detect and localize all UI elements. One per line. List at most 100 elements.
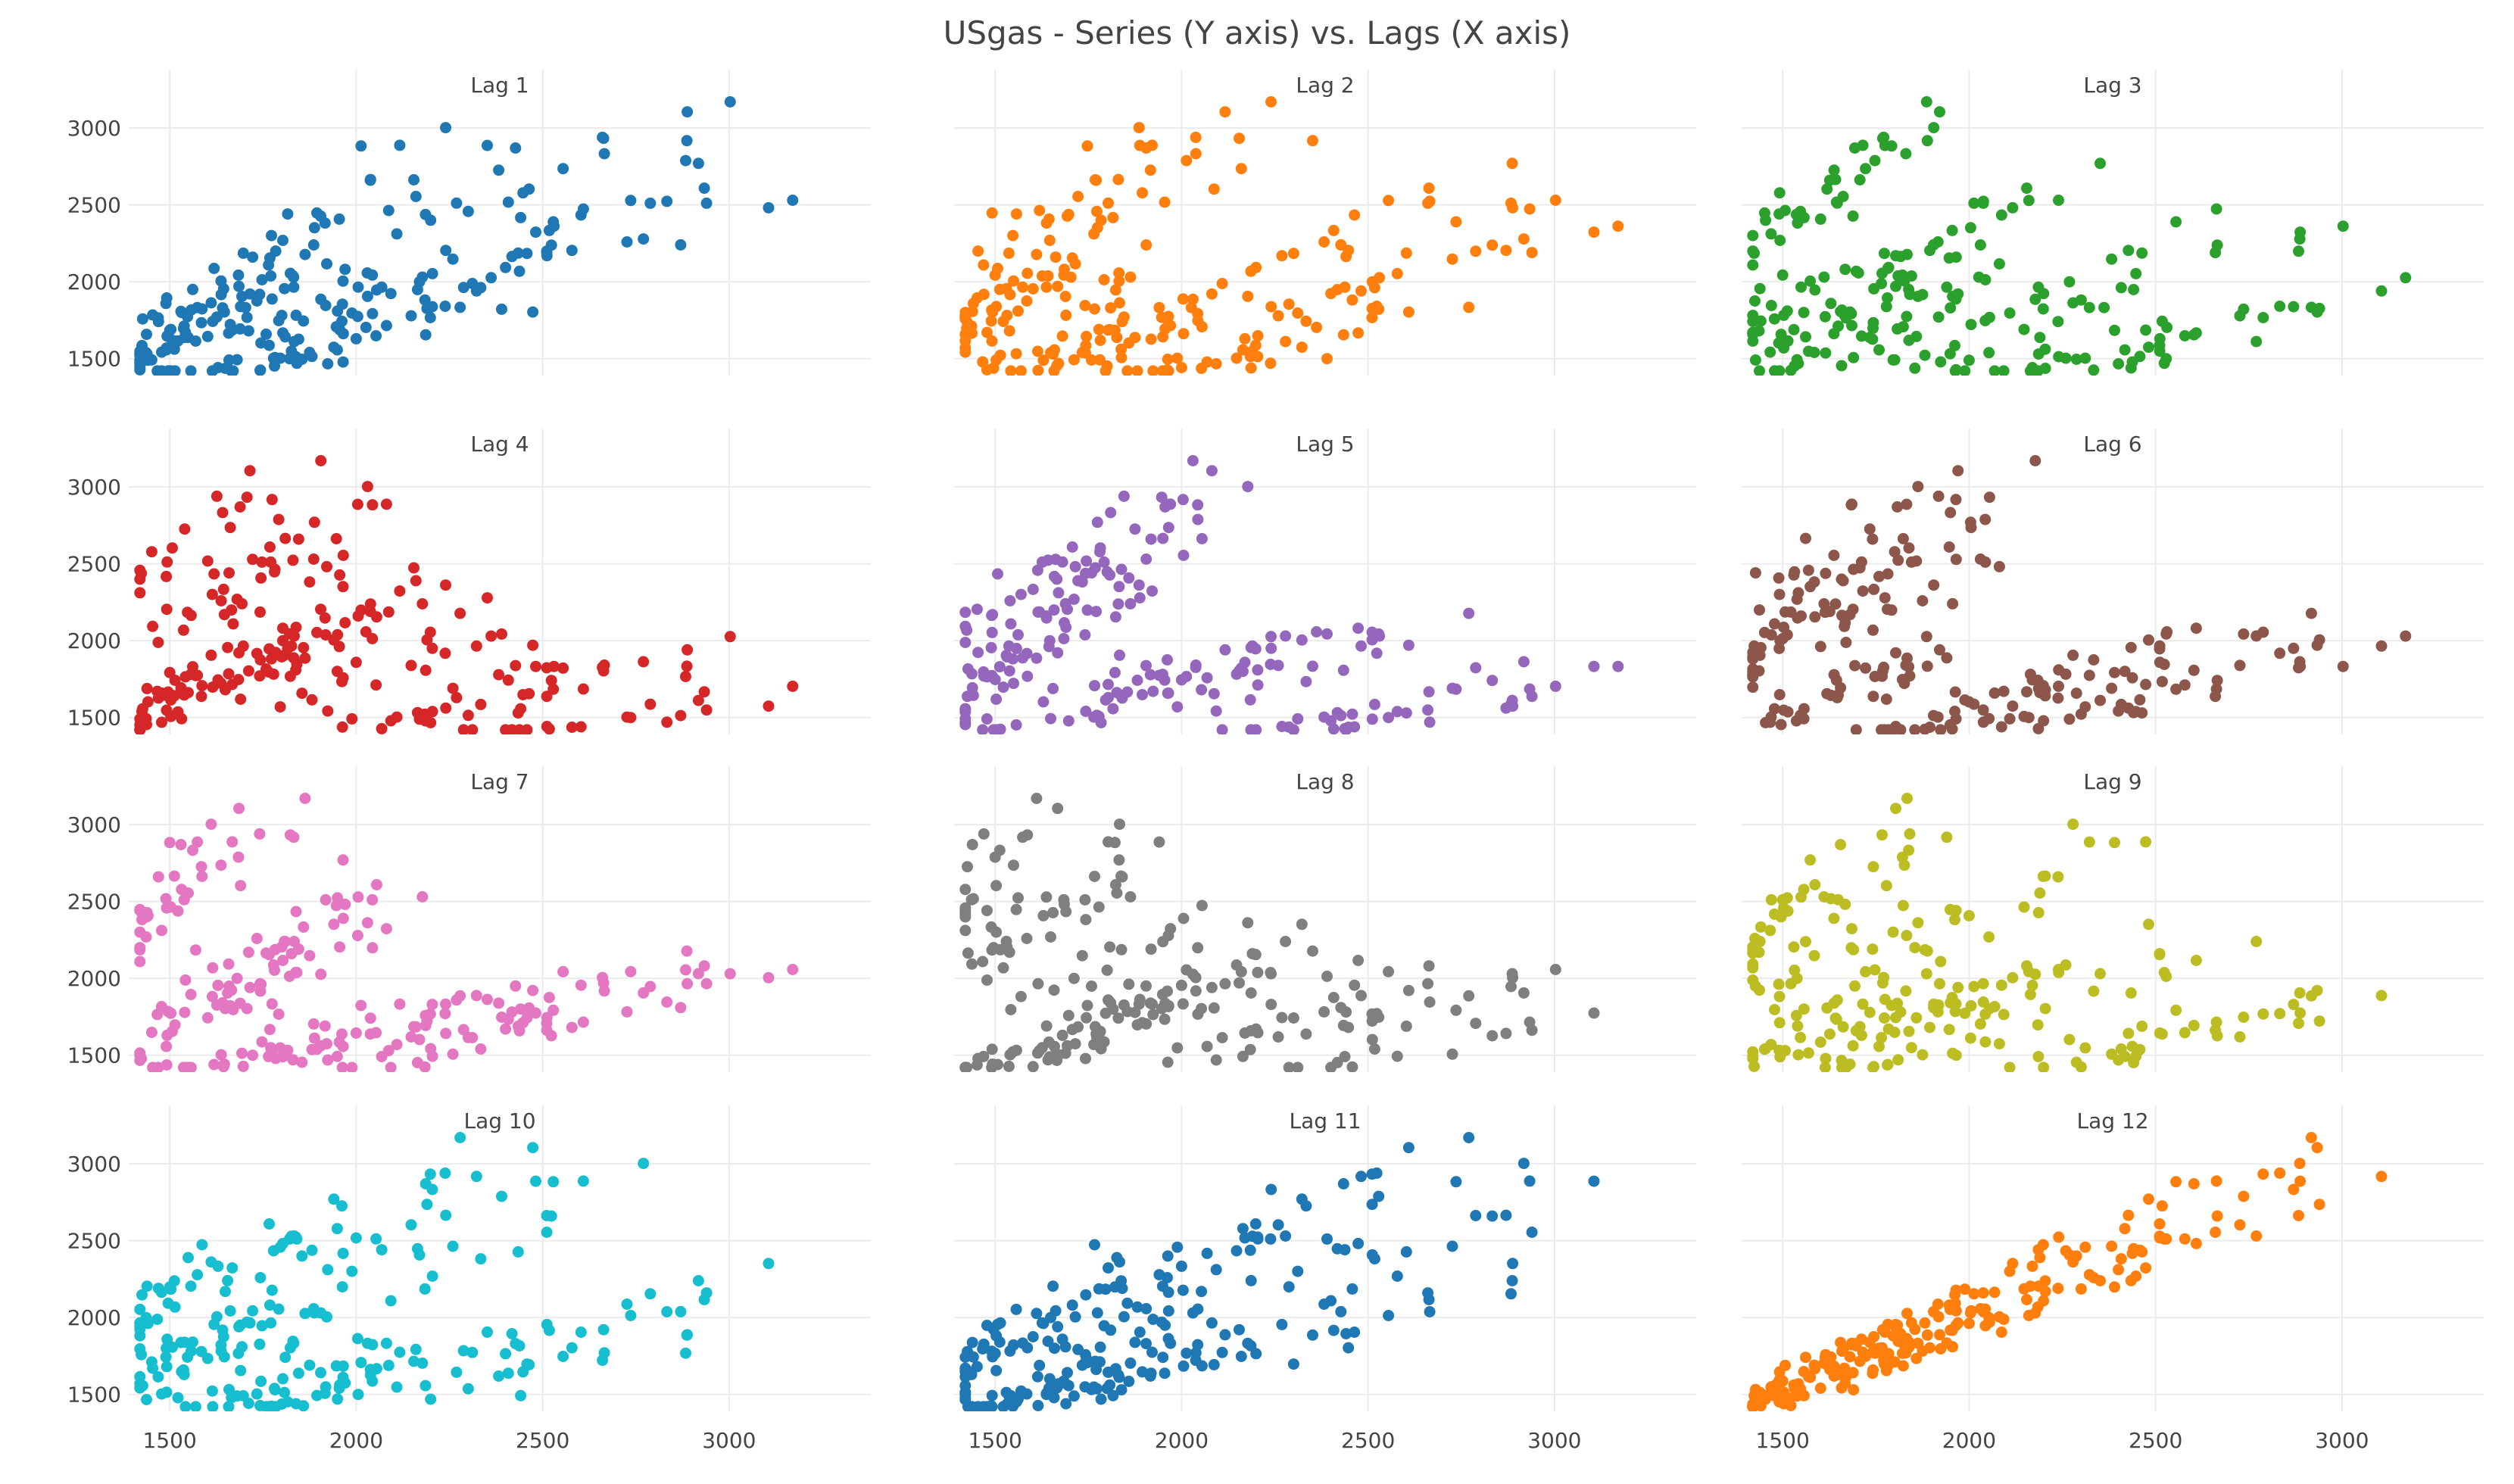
data-point (147, 620, 159, 632)
data-point (299, 652, 311, 664)
data-point (394, 139, 406, 151)
data-point (1450, 1004, 1462, 1016)
data-point (416, 598, 429, 610)
data-point (1003, 247, 1015, 259)
x-tick-label: 2500 (1341, 1428, 1395, 1453)
data-point (236, 597, 248, 610)
data-point (2238, 628, 2250, 640)
panel-title: Lag 12 (2076, 1108, 2148, 1133)
data-point (675, 238, 687, 251)
data-point (1402, 306, 1415, 318)
data-point (1280, 1230, 1292, 1242)
data-point (1153, 669, 1165, 681)
data-point (2143, 1193, 2154, 1205)
data-point (1758, 207, 1770, 219)
data-point (1318, 1005, 1330, 1018)
data-point (959, 884, 972, 896)
data-point (1059, 263, 1070, 276)
data-point (1010, 903, 1022, 915)
data-point (1089, 1239, 1100, 1251)
data-point (419, 294, 431, 306)
data-point (1747, 1046, 1759, 1058)
data-point (279, 532, 292, 544)
data-point (575, 721, 587, 733)
data-point (698, 182, 710, 194)
data-point (2038, 1062, 2050, 1072)
data-point (255, 1375, 267, 1387)
data-point (2106, 253, 2118, 265)
data-point (1964, 222, 1976, 234)
data-point (2305, 301, 2317, 313)
data-point (470, 640, 482, 652)
data-point (2257, 1168, 2269, 1180)
data-point (416, 891, 429, 903)
data-point (161, 603, 173, 616)
data-point (331, 1223, 343, 1235)
data-point (986, 944, 998, 956)
data-point (1118, 490, 1130, 502)
data-point (1814, 641, 1826, 653)
data-point (966, 305, 978, 317)
data-point (1242, 1337, 1254, 1349)
data-point (1311, 626, 1323, 638)
data-point (266, 998, 278, 1010)
data-point (1068, 972, 1080, 984)
data-point (1234, 132, 1245, 145)
data-point (1979, 513, 1992, 525)
data-point (1904, 828, 1916, 840)
data-point (1549, 680, 1561, 692)
data-point (1968, 197, 1980, 209)
data-point (421, 302, 433, 314)
data-point (1352, 955, 1365, 966)
data-point (986, 335, 998, 347)
data-point (1112, 1012, 1124, 1024)
data-point (1857, 998, 1869, 1010)
data-point (1249, 643, 1262, 655)
data-point (1821, 687, 1833, 700)
data-point (1773, 365, 1786, 376)
data-point (165, 710, 177, 722)
data-point (1147, 685, 1159, 697)
data-point (1123, 978, 1135, 990)
data-point (1171, 352, 1184, 364)
data-point (1400, 247, 1412, 259)
data-point (2160, 971, 2172, 982)
data-point (330, 899, 342, 912)
data-point (242, 665, 254, 677)
data-point (2123, 1209, 2135, 1221)
data-point (1500, 1209, 1512, 1221)
data-point (1950, 363, 1962, 376)
data-point (1208, 183, 1220, 195)
data-point (1912, 290, 1924, 302)
data-point (1272, 1219, 1284, 1231)
data-point (346, 1265, 358, 1277)
data-point (1854, 562, 1866, 574)
data-point (1003, 946, 1015, 959)
data-point (1177, 912, 1190, 924)
data-point (370, 1363, 382, 1375)
data-point (1809, 284, 1821, 296)
data-point (1045, 712, 1056, 725)
data-point (1276, 1012, 1288, 1024)
data-point (2294, 1158, 2306, 1170)
data-point (485, 630, 497, 642)
data-point (351, 1333, 363, 1345)
data-point (1800, 1352, 1811, 1364)
data-point (680, 1347, 691, 1359)
data-point (1246, 1230, 1259, 1242)
data-point (274, 701, 286, 713)
data-point (1818, 1357, 1830, 1369)
data-point (1814, 213, 1826, 225)
data-point (462, 1383, 474, 1395)
data-point (391, 1381, 403, 1393)
data-point (1749, 295, 1761, 307)
data-point (2032, 1019, 2044, 1031)
data-point (2250, 630, 2263, 642)
data-point (247, 251, 259, 263)
points-lag-7 (134, 793, 799, 1072)
data-point (1079, 1381, 1091, 1393)
data-point (296, 687, 308, 700)
data-point (208, 568, 220, 580)
data-point (1114, 818, 1125, 831)
data-point (1252, 966, 1264, 978)
